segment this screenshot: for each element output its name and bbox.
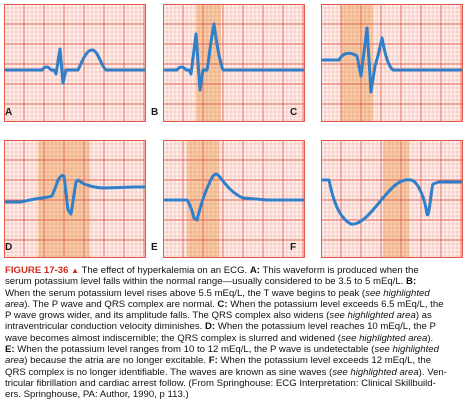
caption-line-0: FIGURE 17-36 ▲ The effect of hyperkalemi… [5,265,469,276]
caption-run: QRS complex is no longer identifiable. T… [5,366,333,378]
caption-run: ers. Springhouse, PA: Author, 1990, p 11… [5,389,189,401]
ecg-waveform [321,178,463,226]
ecg-strip-d [4,140,146,258]
caption-run: A: [249,265,260,276]
caption-run: see highlighted [365,287,430,299]
ecg-waveform [163,172,305,222]
caption-line-3: area). The P wave and QRS complex are no… [5,299,469,310]
caption-run: see highlighted [374,344,439,356]
panel-label-f: F [290,242,297,253]
ecg-panel-f [321,140,463,258]
caption-run: E: [5,344,15,356]
panel-border [321,4,463,122]
caption-run: serum potassium level falls within the n… [5,276,407,288]
caption-run: When the potassium level exceeds 6.5 mEq… [227,298,444,310]
caption-line-6: wave becomes almost indiscernible; the Q… [5,333,469,344]
panel-border [4,4,146,122]
caption-line-8: area) because the atria are no longer ex… [5,355,469,366]
caption-run: ) because the atria are no longer excita… [24,355,209,367]
caption-run: When the potassium level reaches 10 mEq/… [215,321,436,333]
caption-run: B: [406,276,417,288]
panel-label-d: D [5,242,13,253]
ecg-strip-a [4,4,146,122]
caption-run: When the serum potassium level rises abo… [5,287,366,299]
ecg-strip-c [321,4,463,122]
ecg-panel-e [163,140,305,258]
ecg-panel-b [163,4,305,122]
caption-run: When the potassium level ranges from 10 … [14,344,375,356]
ecg-waveform [163,22,305,92]
caption-run: C: [217,298,228,310]
panel-border [4,140,146,258]
caption-line-0-text: The effect of hyperkalemia on an ECG. A:… [79,265,419,276]
caption-run: see highlighted area [340,332,428,344]
caption-line-9: QRS complex is no longer identifiable. T… [5,367,469,378]
panel-border [321,140,463,258]
panel-border [163,4,305,122]
ecg-strip-b [163,4,305,122]
figure-caption: FIGURE 17-36 ▲ The effect of hyperkalemi… [5,265,469,401]
caption-run: tricular fibrillation and cardiac arrest… [5,377,436,389]
panel-border [163,140,305,258]
caption-run: When the potassium level exceeds 12 mEq/… [217,355,432,367]
ecg-strip-e [163,140,305,258]
caption-run: This waveform is produced when the [260,265,419,276]
panel-label-a: A [5,107,13,118]
caption-run: ). [427,332,434,344]
caption-run: ). Ven- [418,366,447,378]
triangle-marker-icon: ▲ [71,266,80,275]
caption-run: area [5,355,25,367]
panel-label-b: B [151,107,159,118]
caption-line-4: P wave grows wider, and its amplitude fa… [5,310,469,321]
caption-run: D: [204,321,216,333]
caption-run: intraventricular conduction velocity dim… [5,321,205,333]
caption-run: P wave grows wider, and its amplitude fa… [5,310,330,322]
caption-line-1: serum potassium level falls within the n… [5,276,469,287]
ecg-panel-c [321,4,463,122]
caption-line-10: tricular fibrillation and cardiac arrest… [5,378,469,389]
caption-line-5: intraventricular conduction velocity dim… [5,321,469,332]
ecg-waveform [321,26,463,94]
caption-run: The effect of hyperkalemia on an ECG. [79,265,250,276]
ecg-waveform [4,174,146,216]
ecg-strip-f [321,140,463,258]
caption-run: F: [208,355,218,367]
caption-run: area [5,298,25,310]
caption-line-7: E: When the potassium level ranges from … [5,344,469,355]
caption-line-2: When the serum potassium level rises abo… [5,288,469,299]
caption-run: see highlighted area [329,310,416,322]
caption-line-11: ers. Springhouse, PA: Author, 1990, p 11… [5,389,469,400]
panel-label-e: E [151,242,158,253]
caption-run: wave becomes almost indiscernible; the Q… [5,332,341,344]
caption-run: ) as [415,310,432,322]
caption-run: ). The P wave and QRS complex are normal… [24,298,218,310]
ecg-panel-d [4,140,146,258]
ecg-waveform [4,47,146,85]
figure-label: FIGURE 17-36 [5,265,69,276]
panel-label-c: C [290,107,298,118]
ecg-panel-a [4,4,146,122]
caption-run: see highlighted area [332,366,419,378]
